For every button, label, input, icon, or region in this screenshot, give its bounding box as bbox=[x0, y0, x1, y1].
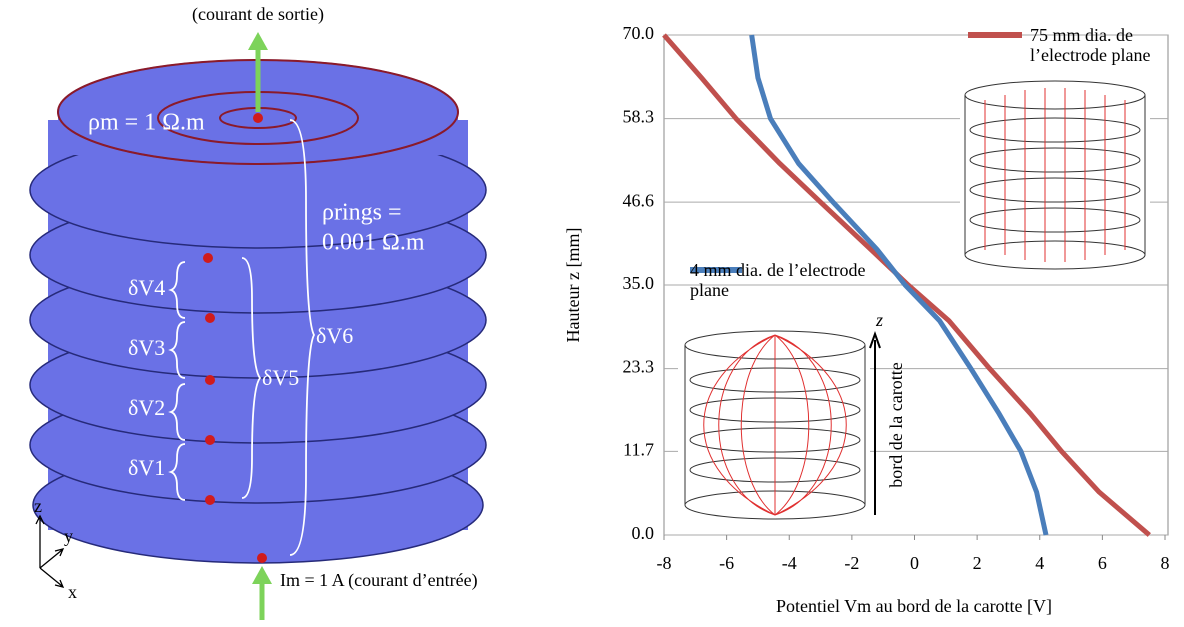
legend-label: 75 mm dia. de l’electrode plane bbox=[1030, 25, 1151, 65]
dv-label: δV4 bbox=[128, 275, 165, 300]
inset-4mm bbox=[678, 330, 881, 520]
y-tick-label: 70.0 bbox=[623, 23, 655, 43]
axis-triad bbox=[35, 514, 65, 588]
rho-rings-value: 0.001 Ω.m bbox=[322, 230, 425, 256]
current-arrows bbox=[248, 32, 272, 620]
dv-label: δV3 bbox=[128, 335, 165, 360]
y-axis-label: Hauteur z [mm] bbox=[563, 228, 583, 343]
x-tick-label: -4 bbox=[782, 553, 797, 573]
series-line bbox=[749, 34, 1049, 536]
y-tick-label: 46.6 bbox=[623, 190, 655, 210]
mesh-cylinder bbox=[29, 59, 487, 564]
dv-label: δV1 bbox=[128, 455, 165, 480]
x-tick-label: 2 bbox=[973, 553, 982, 573]
x-tick-label: 6 bbox=[1098, 553, 1107, 573]
dv-label: δV5 bbox=[262, 365, 299, 390]
rho-rings: ρrings = bbox=[322, 200, 402, 226]
x-tick-label: -2 bbox=[844, 553, 859, 573]
contact-points bbox=[203, 113, 267, 563]
inset-75mm bbox=[960, 80, 1150, 270]
axis-letter: x bbox=[68, 582, 77, 602]
braces bbox=[168, 119, 316, 556]
x-tick-label: -8 bbox=[657, 553, 672, 573]
x-tick-label: -6 bbox=[719, 553, 734, 573]
entry-label: Im = 1 A (courant d’entrée) bbox=[280, 570, 478, 591]
y-tick-label: 11.7 bbox=[623, 440, 654, 460]
dv-label: δV2 bbox=[128, 395, 165, 420]
legend-label: 4 mm dia. de l’electrode plane bbox=[690, 260, 866, 300]
x-tick-label: 0 bbox=[910, 553, 919, 573]
rho-m: ρm = 1 Ω.m bbox=[88, 110, 205, 136]
axis-letter: z bbox=[34, 496, 42, 516]
y-tick-label: 0.0 bbox=[632, 523, 655, 543]
y-tick-label: 58.3 bbox=[623, 107, 655, 127]
exit-label: (courant de sortie) bbox=[192, 4, 324, 25]
x-tick-label: 8 bbox=[1161, 553, 1170, 573]
y-tick-label: 23.3 bbox=[623, 357, 655, 377]
x-tick-label: 4 bbox=[1035, 553, 1044, 573]
inset-edge-label: bord de la carotte bbox=[886, 362, 906, 487]
axis-letter: y bbox=[64, 526, 73, 546]
inset-axis-label: z bbox=[875, 310, 883, 330]
x-axis-label: Potentiel Vm au bord de la carotte [V] bbox=[776, 596, 1052, 616]
dv-label: δV6 bbox=[316, 323, 353, 348]
y-tick-label: 35.0 bbox=[623, 273, 655, 293]
